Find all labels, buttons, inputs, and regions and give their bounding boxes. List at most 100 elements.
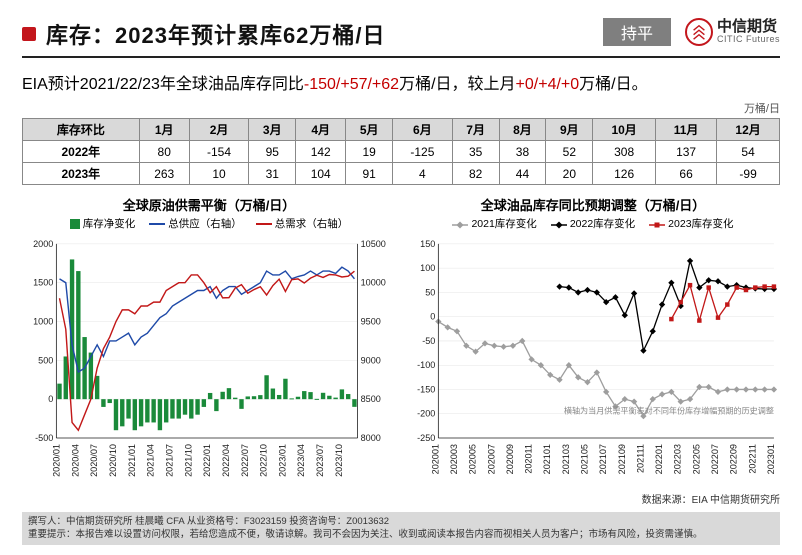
- table-row-label: 2022年: [23, 141, 140, 163]
- svg-text:-500: -500: [35, 433, 53, 443]
- chart-right: 全球油品库存同比预期调整（万桶/日） 2021库存变化2022库存变化2023库…: [406, 195, 780, 489]
- svg-text:8000: 8000: [361, 433, 381, 443]
- svg-text:2023/07: 2023/07: [315, 444, 325, 477]
- subtitle-prefix: EIA预计2021/22/23年全球油品库存同比: [22, 76, 304, 93]
- table-cell: 82: [452, 163, 499, 185]
- table-cell: 20: [546, 163, 593, 185]
- table-row-label: 2023年: [23, 163, 140, 185]
- table-cell: -99: [717, 163, 780, 185]
- chart-left-svg: -500050010001500200080008500900095001000…: [22, 233, 396, 489]
- table-col-header: 12月: [717, 119, 780, 141]
- table-col-header: 7月: [452, 119, 499, 141]
- svg-text:-200: -200: [417, 409, 435, 419]
- svg-text:1500: 1500: [33, 278, 53, 288]
- svg-text:202009: 202009: [505, 444, 515, 474]
- chart-left-legend: 库存净变化总供应（右轴） 总需求（右轴）: [22, 216, 396, 231]
- svg-text:202107: 202107: [598, 444, 608, 474]
- legend-item: 2021库存变化: [452, 216, 536, 231]
- table-corner: 库存环比: [23, 119, 140, 141]
- table-cell: 66: [656, 163, 717, 185]
- svg-text:8500: 8500: [361, 394, 381, 404]
- logo-cn: 中信期货: [717, 19, 780, 35]
- table-col-header: 3月: [249, 119, 296, 141]
- svg-text:202007: 202007: [486, 444, 496, 474]
- table-col-header: 8月: [499, 119, 546, 141]
- svg-text:202101: 202101: [542, 444, 552, 474]
- table-cell: 263: [139, 163, 189, 185]
- chart-right-svg: -250-200-150-100-50050100150202001202003…: [406, 233, 780, 489]
- svg-text:202103: 202103: [561, 444, 571, 474]
- table-cell: 38: [499, 141, 546, 163]
- table-cell: 308: [593, 141, 656, 163]
- table-cell: 95: [249, 141, 296, 163]
- table-col-header: 2月: [189, 119, 249, 141]
- svg-text:2022/10: 2022/10: [259, 444, 269, 477]
- svg-text:202105: 202105: [579, 444, 589, 474]
- svg-text:2000: 2000: [33, 239, 53, 249]
- svg-text:2021/04: 2021/04: [146, 444, 156, 477]
- title-wrap: 库存：2023年预计累库62万桶/日: [22, 18, 386, 50]
- subtitle-value2: +0/+4/+0: [516, 76, 580, 93]
- svg-text:202109: 202109: [617, 444, 627, 474]
- svg-text:-150: -150: [417, 384, 435, 394]
- table-cell: 35: [452, 141, 499, 163]
- chart-right-title: 全球油品库存同比预期调整（万桶/日）: [406, 195, 780, 214]
- svg-text:2022/01: 2022/01: [202, 444, 212, 477]
- table-cell: 91: [346, 163, 393, 185]
- table-col-header: 9月: [546, 119, 593, 141]
- svg-text:-250: -250: [417, 433, 435, 443]
- svg-text:2020/07: 2020/07: [89, 444, 99, 477]
- subtitle-value1: -150/+57/+62: [304, 76, 399, 93]
- footer: 撰写人：中信期货研究所 桂晨曦 CFA 从业资格号：F3023159 投资咨询号…: [22, 512, 780, 545]
- brand-logo: 中信期货 CITIC Futures: [685, 18, 780, 46]
- svg-text:202201: 202201: [654, 444, 664, 474]
- svg-text:-100: -100: [417, 360, 435, 370]
- table-unit: 万桶/日: [22, 100, 780, 116]
- table-cell: 137: [656, 141, 717, 163]
- legend-item: 2022库存变化: [551, 216, 635, 231]
- table-cell: 126: [593, 163, 656, 185]
- svg-text:横轴为当月供需平衡表对不同年份库存增幅预期的历史调整: 横轴为当月供需平衡表对不同年份库存增幅预期的历史调整: [564, 406, 774, 416]
- subtitle: EIA预计2021/22/23年全球油品库存同比-150/+57/+62万桶/日…: [22, 70, 780, 94]
- table-row: 2023年263103110491482442012666-99: [23, 163, 780, 185]
- svg-text:10000: 10000: [361, 278, 386, 288]
- svg-text:0: 0: [430, 312, 435, 322]
- table-cell: 44: [499, 163, 546, 185]
- svg-text:2020/04: 2020/04: [70, 444, 80, 477]
- svg-text:9500: 9500: [361, 317, 381, 327]
- svg-text:2023/10: 2023/10: [334, 444, 344, 477]
- svg-text:100: 100: [420, 263, 435, 273]
- legend-item: 库存净变化: [70, 216, 136, 231]
- table-cell: -125: [393, 141, 453, 163]
- svg-text:50: 50: [425, 287, 435, 297]
- table-cell: 19: [346, 141, 393, 163]
- svg-text:202211: 202211: [747, 444, 757, 474]
- logo-en: CITIC Futures: [717, 35, 780, 44]
- table-cell: -154: [189, 141, 249, 163]
- data-source: 数据来源：EIA 中信期货研究所: [22, 491, 780, 506]
- logo-mark-icon: [685, 18, 713, 46]
- title-accent-icon: [22, 27, 36, 41]
- status-badge: 持平: [603, 18, 671, 46]
- table-cell: 4: [393, 163, 453, 185]
- svg-text:202205: 202205: [691, 444, 701, 474]
- chart-left: 全球原油供需平衡（万桶/日） 库存净变化总供应（右轴）总需求（右轴） -5000…: [22, 195, 396, 489]
- svg-text:202203: 202203: [673, 444, 683, 474]
- legend-item: 总供应（右轴）: [149, 216, 242, 231]
- svg-text:202209: 202209: [729, 444, 739, 474]
- chart-right-legend: 2021库存变化2022库存变化2023库存变化: [406, 216, 780, 231]
- svg-text:-50: -50: [422, 336, 435, 346]
- table-col-header: 6月: [393, 119, 453, 141]
- table-col-header: 10月: [593, 119, 656, 141]
- svg-text:2021/07: 2021/07: [164, 444, 174, 477]
- svg-text:202301: 202301: [766, 444, 776, 474]
- table-cell: 31: [249, 163, 296, 185]
- svg-text:2021/10: 2021/10: [183, 444, 193, 477]
- svg-text:2020/01: 2020/01: [52, 444, 62, 477]
- footer-disclaimer: 重要提示：本报告难以设置访问权限，若给您造成不便，敬请谅解。我司不会因为关注、收…: [28, 529, 774, 541]
- legend-item: 总需求（右轴）: [256, 216, 349, 231]
- svg-text:500: 500: [38, 355, 53, 365]
- table-row: 2022年80-1549514219-12535385230813754: [23, 141, 780, 163]
- table-cell: 52: [546, 141, 593, 163]
- table-col-header: 5月: [346, 119, 393, 141]
